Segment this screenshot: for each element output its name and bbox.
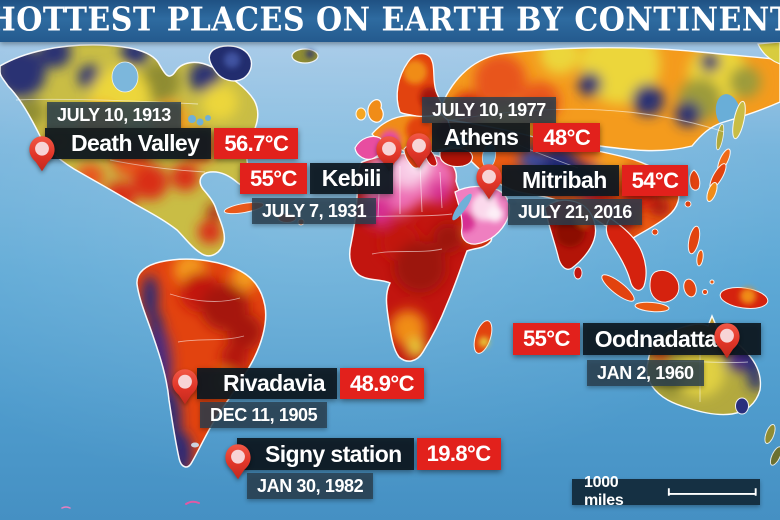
island-iceland	[291, 48, 319, 64]
date-box: JULY 10, 1913	[47, 102, 181, 128]
date-box: JULY 7, 1931	[252, 198, 377, 224]
label-athens: JULY 10, 1977 Athens 48°C	[422, 97, 601, 152]
map-pin-oodnadatta	[713, 322, 741, 360]
label-death-valley: JULY 10, 1913 Death Valley 56.7°C	[45, 102, 299, 159]
name-box: Mitribah	[502, 165, 619, 196]
name-box: Kebili	[309, 163, 393, 194]
name-box: Signy station	[237, 438, 414, 470]
map-pin-signy-station	[224, 443, 252, 481]
island-greenland	[208, 45, 253, 82]
scale-bar: 1000 miles	[572, 474, 760, 509]
temperature-box: 19.8°C	[416, 438, 501, 470]
region-southeast-asia	[601, 217, 769, 313]
map-pin-rivadavia	[171, 368, 199, 406]
label-rivadavia: Rivadavia 48.9°C DEC 11, 1905	[197, 368, 424, 428]
date-box: JULY 21, 2016	[508, 199, 642, 225]
date-box: JAN 30, 1982	[247, 473, 374, 499]
scale-label: 1000 miles	[584, 474, 624, 509]
temperature-box: 55°C	[513, 323, 580, 355]
island-madagascar	[473, 320, 493, 354]
name-box: Rivadavia	[197, 368, 337, 399]
map-pin-mitribah	[475, 163, 503, 201]
page-title: HOTTEST PLACES ON EARTH BY CONTINENT	[0, 1, 780, 40]
temperature-box: 48.9°C	[340, 368, 424, 399]
date-box: JULY 10, 1977	[422, 97, 556, 123]
temperature-box: 55°C	[240, 163, 307, 194]
date-box: JAN 2, 1960	[587, 360, 704, 386]
label-signy-station: Signy station 19.8°C JAN 30, 1982	[237, 438, 501, 499]
temperature-box: 54°C	[621, 165, 689, 196]
name-box: Athens	[432, 123, 531, 152]
temperature-box: 48°C	[533, 123, 601, 152]
label-mitribah: Mitribah 54°C JULY 21, 2016	[502, 165, 689, 225]
name-box: Death Valley	[45, 128, 212, 159]
scale-line	[667, 488, 757, 496]
title-band: HOTTEST PLACES ON EARTH BY CONTINENT	[0, 0, 780, 42]
map-pin-death-valley	[28, 135, 56, 173]
temperature-box: 56.7°C	[214, 128, 299, 159]
date-box: DEC 11, 1905	[200, 402, 328, 428]
label-kebili: 55°C Kebili JULY 7, 1931	[240, 163, 393, 224]
